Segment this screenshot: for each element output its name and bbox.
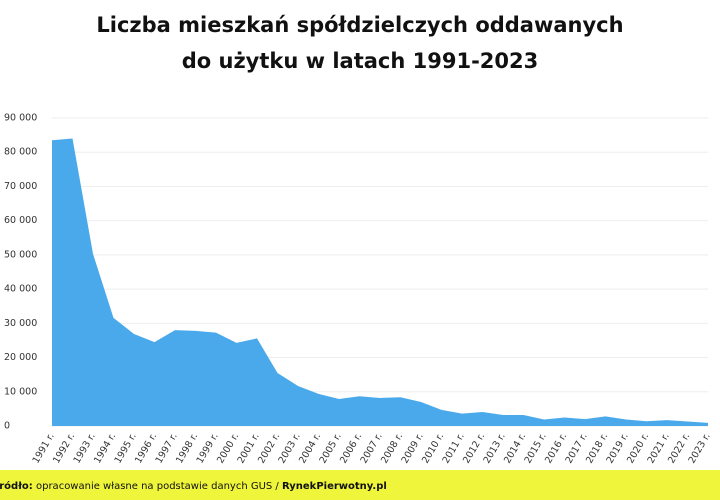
source-text: opracowanie własne na podstawie danych G…: [36, 481, 279, 492]
y-tick-label: 20 000: [4, 352, 37, 363]
area: [52, 138, 708, 427]
source-label: Źródło:: [0, 479, 33, 492]
chart-subtitle: do użytku w latach 1991-2023: [182, 49, 539, 73]
y-tick-label: 70 000: [4, 181, 37, 192]
y-tick-label: 80 000: [4, 147, 37, 158]
y-tick-label: 50 000: [4, 249, 37, 260]
y-tick-label: 30 000: [4, 318, 37, 329]
source-brand: RynekPierwotny.pl: [282, 481, 387, 492]
source: Źródło: opracowanie własne na podstawie …: [0, 479, 387, 492]
y-tick-label: 10 000: [4, 386, 37, 397]
footer-bar: [0, 470, 720, 500]
y-tick-label: 90 000: [4, 113, 37, 124]
y-tick-label: 40 000: [4, 284, 37, 295]
y-tick-label: 0: [4, 421, 10, 432]
chart-title: Liczba mieszkań spółdzielczych oddawanyc…: [96, 13, 623, 37]
y-tick-label: 60 000: [4, 215, 37, 226]
